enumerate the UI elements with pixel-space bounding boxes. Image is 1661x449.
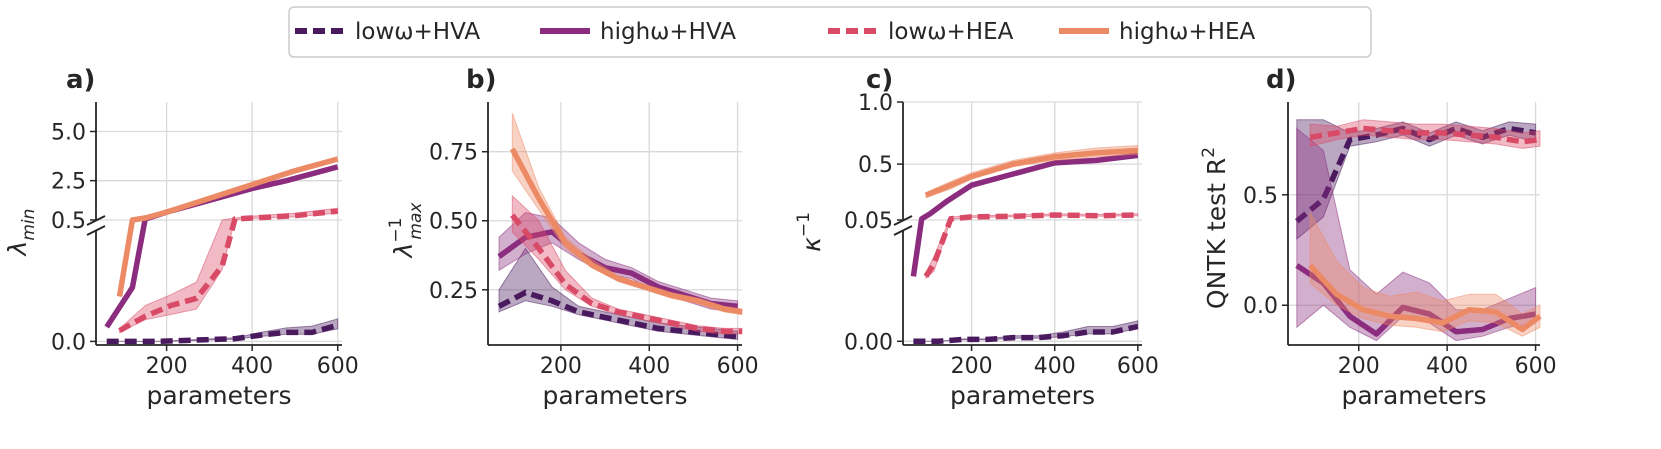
y-axis-label-main: λ (389, 243, 418, 260)
panel-label-b: b) (466, 65, 497, 95)
legend-label-highHVA: highω+HVA (600, 19, 736, 45)
y-axis-label: κ−1 (794, 212, 826, 252)
panel-label-d: d) (1266, 65, 1297, 95)
y-axis-label: QNTK test R2 (1199, 147, 1231, 309)
x-tick-label: 200 (540, 354, 582, 379)
y-tick-label: 0.0 (51, 330, 86, 355)
x-axis-label: parameters (1341, 381, 1486, 410)
y-tick-label: 0.75 (429, 141, 478, 166)
y-tick-label: 0.00 (844, 330, 893, 355)
series-group-b (497, 112, 743, 341)
y-tick-label: 0.5 (1243, 184, 1278, 209)
x-tick-label: 600 (1117, 354, 1159, 379)
panel-d: 200 400 600 0.0 0.5 parameters QNTK test R2 d) (1199, 65, 1557, 410)
line-c-lowHEA (923, 212, 1138, 278)
x-axis-label: parameters (950, 381, 1095, 410)
axes-c: 200 400 600 0.5 1.0 0.00 0.05 (844, 91, 1159, 379)
line-a-highHEA (116, 156, 339, 297)
y-axis-label-sub: min (19, 209, 39, 241)
y-axis-label-main: λ (3, 241, 32, 258)
x-tick-label: 200 (1338, 354, 1380, 379)
y-tick-label: 0.5 (858, 153, 893, 178)
y-axis-label-main: QNTK test R (1202, 158, 1231, 309)
x-axis-label: parameters (542, 381, 687, 410)
band-d-highHEA (1309, 212, 1541, 337)
x-axis-label: parameters (146, 381, 291, 410)
panel-label-c: c) (866, 65, 893, 95)
panel-c: 200 400 600 0.5 1.0 0.00 0.05 parameters κ−1 c) (794, 65, 1159, 410)
line-a-lowHEA (118, 208, 338, 334)
band-c-lowHEA (925, 213, 1139, 280)
panel-a: 200 400 600 2.5 5.0 0.0 0.5 parameters λmin a) (3, 65, 359, 410)
axes-a: 200 400 600 2.5 5.0 0.0 0.5 (51, 102, 359, 379)
x-tick-label: 400 (628, 354, 670, 379)
y-axis-label-sup: −1 (386, 218, 406, 243)
y-tick-label: 2.5 (51, 170, 86, 195)
line-c-highHEA (924, 147, 1138, 198)
axis-break-mark-bottom (893, 225, 913, 236)
legend: lowω+HVA highω+HVA lowω+HEA highω+HEA (288, 6, 1372, 58)
x-tick-label: 600 (717, 354, 759, 379)
axes-b: 200 400 600 0.25 0.50 0.75 (429, 102, 759, 379)
legend-label-lowHEA: lowω+HEA (888, 19, 1014, 45)
y-tick-label: 1.0 (858, 91, 893, 116)
y-axis-label: λ−1max (386, 202, 426, 260)
x-tick-label: 400 (1426, 354, 1468, 379)
y-axis-label: λmin (3, 209, 39, 258)
line-d-highHVA (1295, 263, 1537, 337)
line-b-lowHEA (510, 213, 742, 334)
series-group-c (910, 144, 1139, 345)
legend-label-lowHVA: lowω+HVA (355, 19, 480, 45)
y-tick-label: 0.5 (51, 209, 86, 234)
legend-label-highHEA: highω+HEA (1119, 19, 1256, 45)
y-axis-label-main: κ (797, 237, 826, 252)
x-tick-label: 200 (146, 354, 188, 379)
line-d-highHEA (1308, 263, 1542, 333)
x-tick-label: 400 (231, 354, 273, 379)
band-b-highHEA (511, 112, 743, 316)
line-d-lowHVA (1295, 125, 1537, 224)
line-a-lowHVA (106, 322, 339, 345)
line-b-lowHVA (497, 289, 738, 340)
y-axis-label-sup: −1 (794, 212, 814, 237)
panel-label-a: a) (66, 65, 95, 95)
y-tick-label: 0.25 (429, 279, 478, 304)
y-tick-label: 0.05 (844, 209, 893, 234)
y-tick-label: 0.0 (1243, 294, 1278, 319)
y-tick-label: 0.50 (429, 210, 478, 235)
x-tick-label: 600 (1515, 354, 1557, 379)
grid-c (903, 101, 1142, 345)
line-d-lowHEA (1309, 125, 1541, 145)
panel-b: 200 400 600 0.25 0.50 0.75 parameters λ−1max b) (386, 65, 759, 410)
line-c-lowHVA (913, 323, 1139, 345)
series-group-d (1295, 119, 1542, 342)
y-axis-label-sub: max (406, 202, 426, 240)
axes-d: 200 400 600 0.0 0.5 (1243, 102, 1557, 379)
grid-b (488, 102, 742, 345)
x-tick-label: 400 (1034, 354, 1076, 379)
line-c-highHVA (910, 152, 1139, 277)
series-group-a (104, 156, 339, 345)
y-axis-label-sup: 2 (1199, 147, 1219, 158)
x-tick-label: 200 (951, 354, 993, 379)
axis-break-mark-bottom (86, 225, 106, 236)
band-b-lowHEA (511, 194, 743, 335)
x-tick-label: 600 (317, 354, 359, 379)
line-b-highHEA (509, 147, 743, 315)
y-tick-label: 5.0 (51, 121, 86, 146)
